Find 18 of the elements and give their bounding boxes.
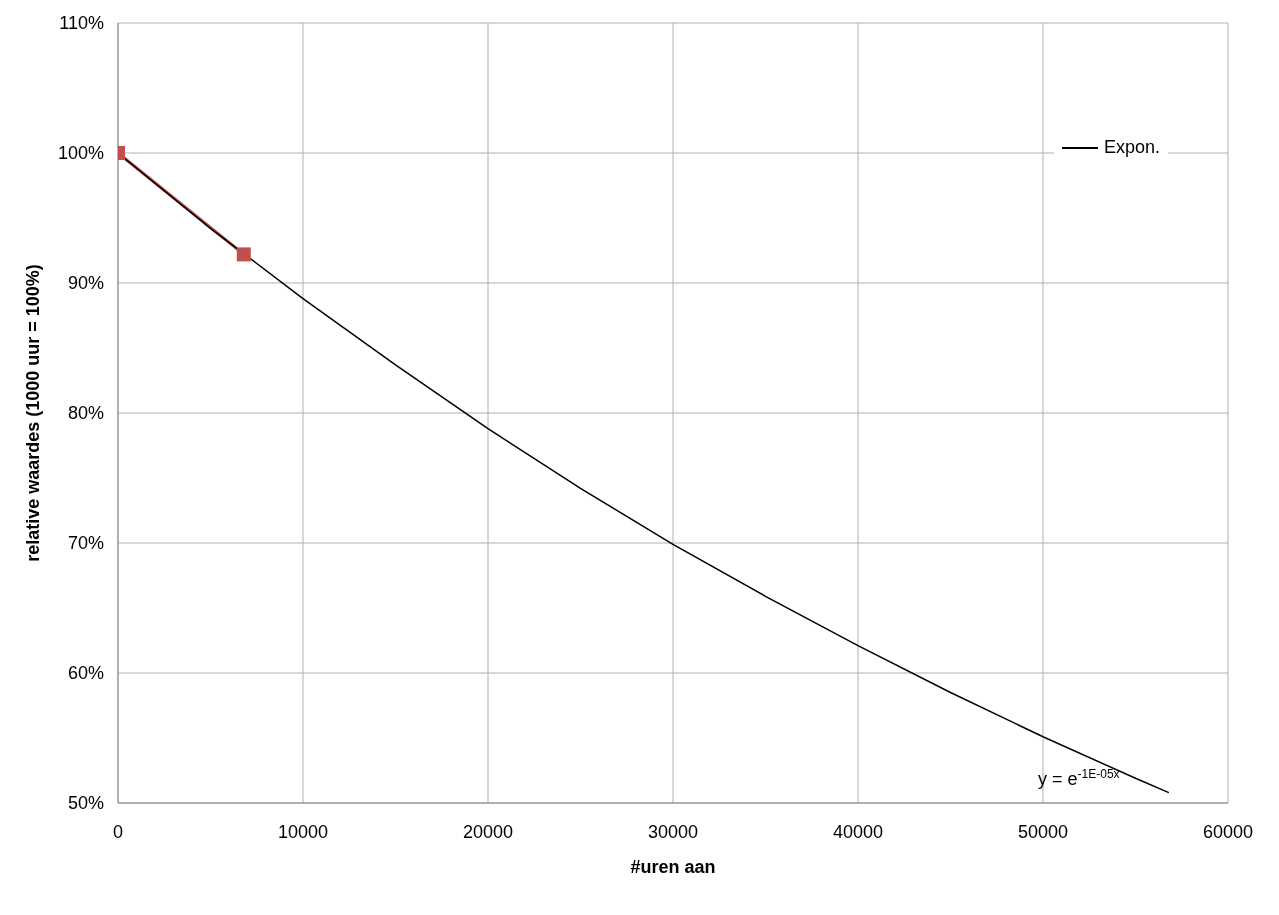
y-tick-label: 100% — [57, 143, 104, 164]
annotation: y = e$^{-1E-05x}$ — [1038, 767, 1120, 789]
x-tick-label: 40000 — [832, 821, 884, 842]
x-tick-label: 20000 — [462, 821, 514, 842]
x-tick-label: 30000 — [647, 821, 699, 842]
y-tick-label: 50% — [67, 793, 104, 814]
x-tick-label: 60000 — [1202, 821, 1254, 842]
y-tick-label: 90% — [67, 273, 104, 294]
x-tick-label: 50000 — [1017, 821, 1069, 842]
x-tick-label: 10000 — [277, 821, 329, 842]
y-tick-label: 110% — [59, 13, 104, 34]
legend-label: Expon. — [1103, 137, 1160, 158]
y-axis-title: relative waardes (1000 uur = 100%) — [23, 264, 44, 562]
x-axis-title: #uren aan — [630, 857, 716, 877]
y-tick-label: 60% — [67, 663, 104, 684]
y-tick-label: 80% — [67, 403, 104, 424]
x-tick-label: 0 — [112, 821, 124, 842]
y-tick-label: 70% — [67, 533, 104, 554]
